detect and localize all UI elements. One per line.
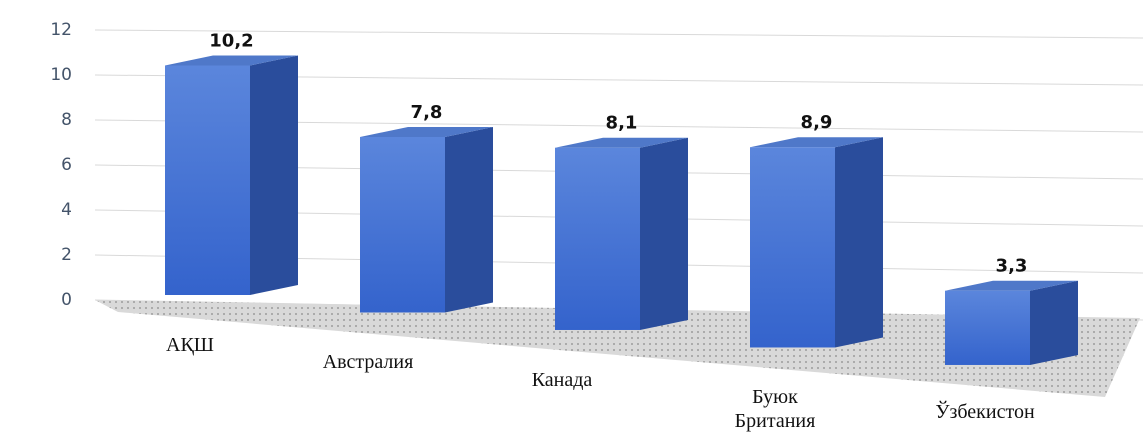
bar-top <box>945 280 1078 291</box>
bar <box>555 147 640 330</box>
y-tick-label: 8 <box>61 110 72 130</box>
bar-side <box>640 137 688 330</box>
bar-top <box>750 137 883 148</box>
x-tick-label: Канада <box>531 369 593 391</box>
value-label: 10,2 <box>209 31 253 52</box>
bar <box>945 290 1030 365</box>
y-tick-label: 0 <box>61 290 72 310</box>
bar-side <box>250 55 298 295</box>
value-label: 8,9 <box>801 112 833 133</box>
bar <box>165 65 250 295</box>
y-tick-label: 2 <box>61 245 72 265</box>
y-tick-label: 10 <box>50 65 72 85</box>
x-tick-label: Австралия <box>322 351 414 373</box>
value-label: 8,1 <box>606 113 638 134</box>
grid-line <box>94 29 1143 39</box>
bar-top <box>555 137 688 148</box>
x-tick-label: Ўзбекистон <box>935 401 1035 423</box>
y-tick-label: 12 <box>50 20 72 40</box>
bar-side <box>1030 280 1078 365</box>
x-tick-label: АҚШ <box>166 334 214 356</box>
x-tick-label: Буюк Британия <box>734 386 816 432</box>
y-tick-label: 4 <box>61 200 72 220</box>
value-label: 3,3 <box>996 256 1028 277</box>
bar <box>360 136 445 313</box>
bar-side <box>835 137 883 348</box>
bar-side <box>445 126 493 313</box>
bar <box>750 147 835 348</box>
value-label: 7,8 <box>411 102 443 123</box>
bar-top <box>360 126 493 137</box>
bar-top <box>165 55 298 66</box>
y-tick-label: 6 <box>61 155 72 175</box>
